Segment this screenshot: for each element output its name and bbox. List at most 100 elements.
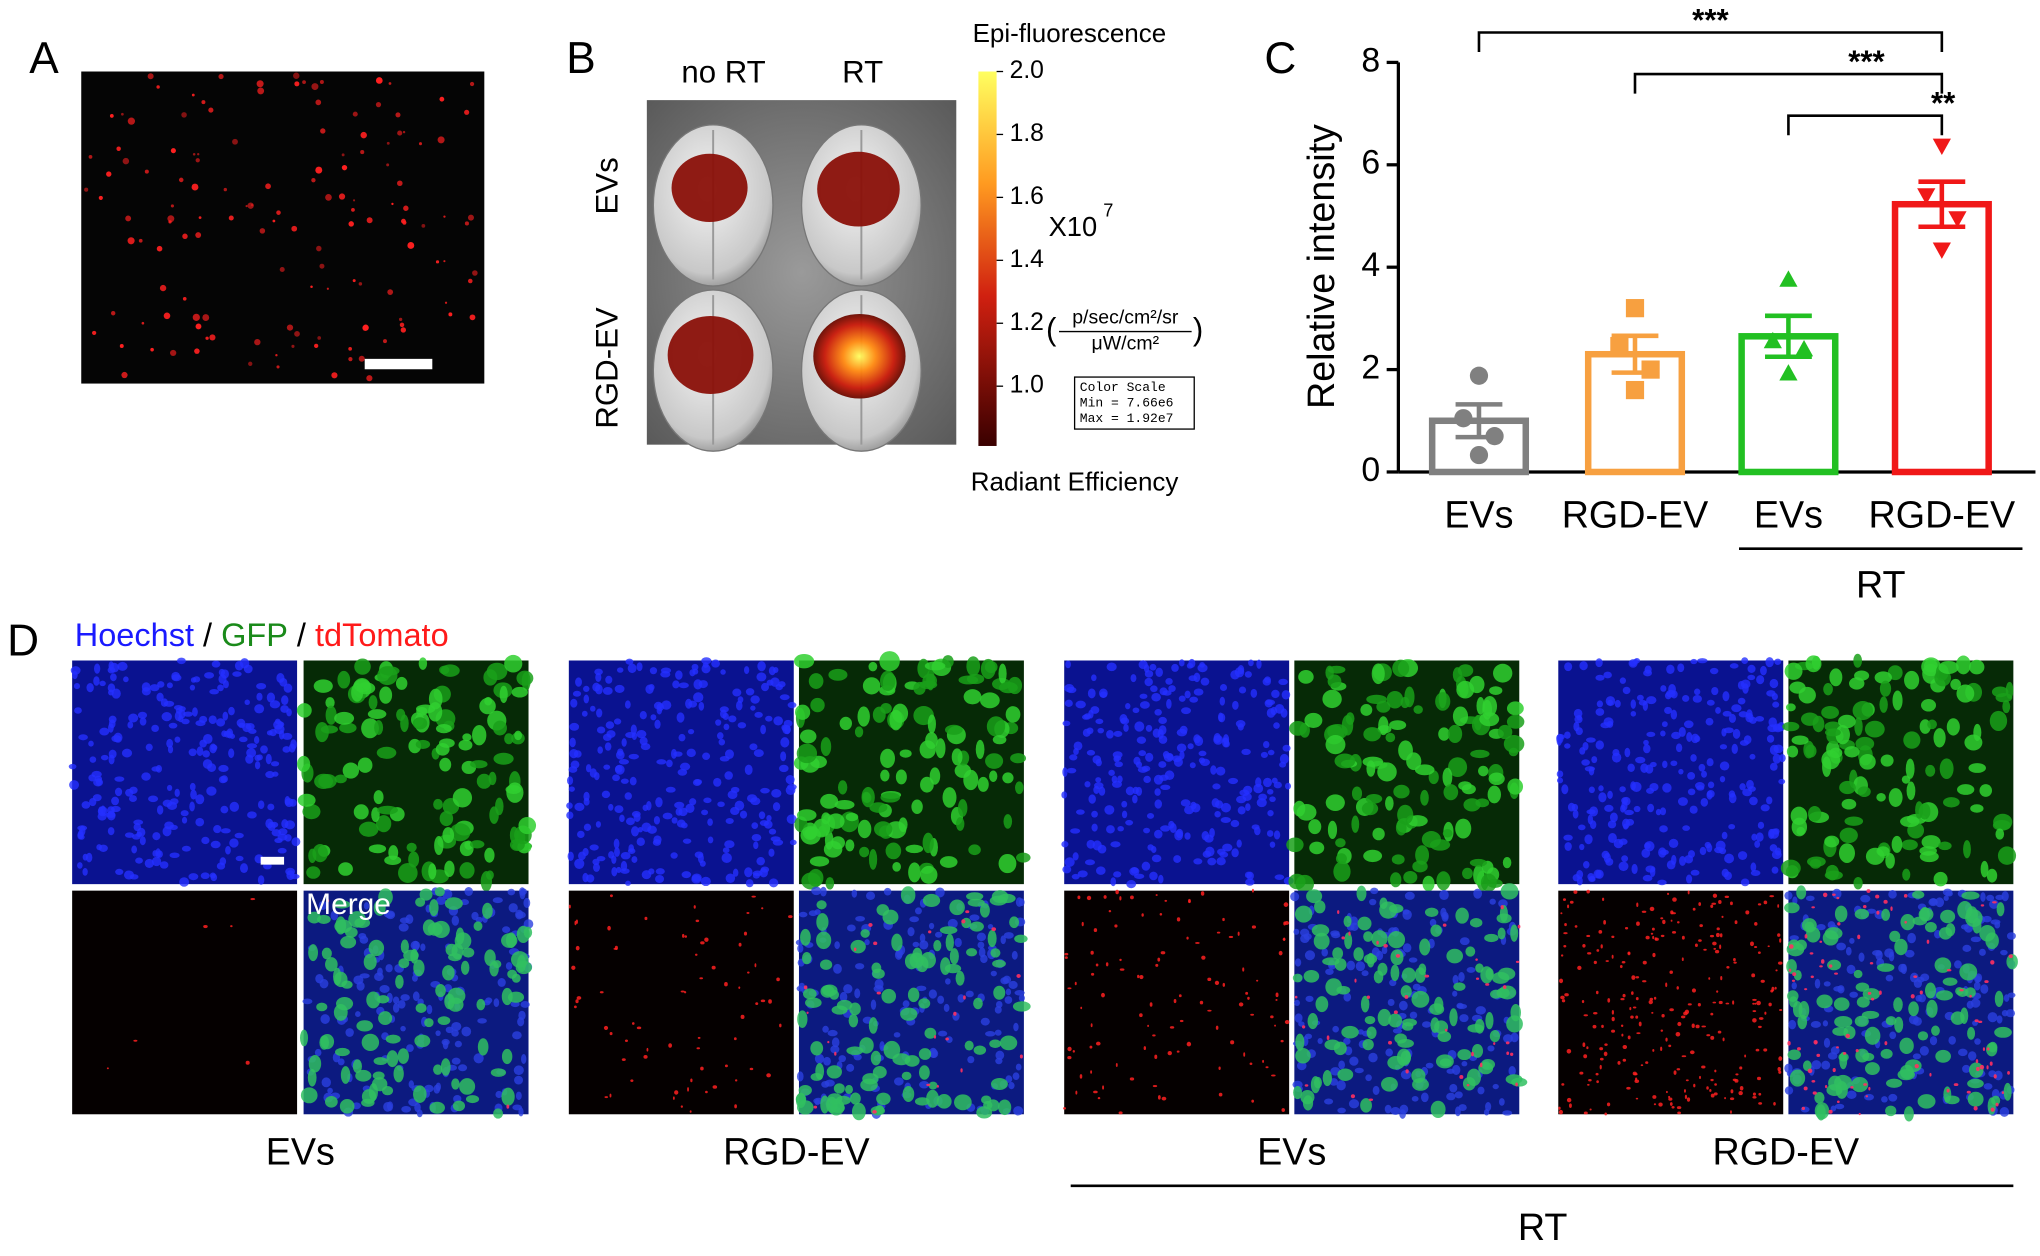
cell [2006,932,2016,940]
cell [1691,1023,1695,1028]
cell [1710,1012,1714,1016]
cell [1074,981,1077,986]
cell [1294,999,1300,1006]
cell [1157,1095,1161,1100]
cell [1141,913,1144,917]
cell [1442,913,1449,920]
cell [1459,1014,1469,1023]
vesicle [182,233,188,239]
cell [1215,800,1224,809]
cell [614,805,624,814]
cell [601,790,611,799]
cell [202,750,210,758]
cell [644,916,648,921]
cell [135,857,143,864]
cell [662,812,673,820]
cell [1351,815,1360,833]
cell [1889,1031,1897,1040]
cell [392,1003,400,1013]
cell [1250,1013,1255,1016]
cell [1062,865,1072,874]
cell [1202,850,1212,858]
cell [1130,895,1134,900]
cell [395,676,408,690]
cell [1989,1061,1993,1066]
cell [929,1047,938,1059]
cell [437,1016,451,1025]
cell [1915,995,1922,1002]
cell [1652,935,1655,940]
cell [1693,1083,1696,1088]
cell [756,672,767,682]
cell [1064,956,1068,959]
cell [569,722,580,731]
cell [265,818,274,829]
vesicle [331,372,338,379]
cell [1879,696,1888,713]
cell [1245,991,1249,995]
cell [1238,1002,1244,1007]
cell [926,1089,939,1108]
cell [366,991,381,1009]
cell [759,868,768,878]
vesicle [109,114,114,118]
cell [1188,899,1191,903]
cell [1816,994,1833,1009]
vesicle [448,312,453,317]
cell [1389,904,1404,914]
cell [1485,1101,1492,1112]
cell [918,998,931,1009]
cell [751,822,759,830]
cell [869,802,888,813]
cell [696,1047,701,1050]
vesicle [125,215,132,222]
cell [928,922,935,930]
cell [1717,1030,1722,1034]
vesicle [366,375,373,382]
cell [1160,951,1166,955]
cell [493,998,500,1008]
cell [699,977,704,980]
cell [1219,696,1226,706]
cell [1121,800,1128,808]
vesicle [403,205,409,211]
cell [1473,888,1483,899]
cell [195,817,205,827]
cell [1730,1089,1734,1094]
cell [244,699,250,706]
cell [827,1029,838,1037]
cell [1893,997,1903,1013]
cell [1668,838,1679,849]
cell [1564,842,1572,851]
cell [879,651,900,672]
cell [1967,1078,1984,1089]
cell [1398,740,1413,761]
vesicle [110,311,116,316]
cell [963,995,966,1000]
cell [620,868,630,874]
cell [128,713,139,723]
cell [1304,1084,1309,1087]
cell [1498,1098,1505,1106]
vesicle [256,80,264,88]
cell [679,762,691,771]
cell [881,988,897,1004]
cell [1904,920,1907,924]
cell [758,811,766,820]
cell [719,706,729,713]
cell [229,733,236,739]
cell [834,941,840,950]
cell [1238,686,1247,694]
cell [1919,803,1931,820]
cell [1466,1068,1481,1087]
cell [834,1051,837,1056]
cell [1245,878,1255,886]
cell [1721,728,1727,737]
cell [1424,907,1439,917]
cell [631,1022,635,1025]
cell [1652,1048,1655,1052]
cell [1506,1015,1523,1033]
cell [655,797,663,808]
cell [1564,993,1569,997]
